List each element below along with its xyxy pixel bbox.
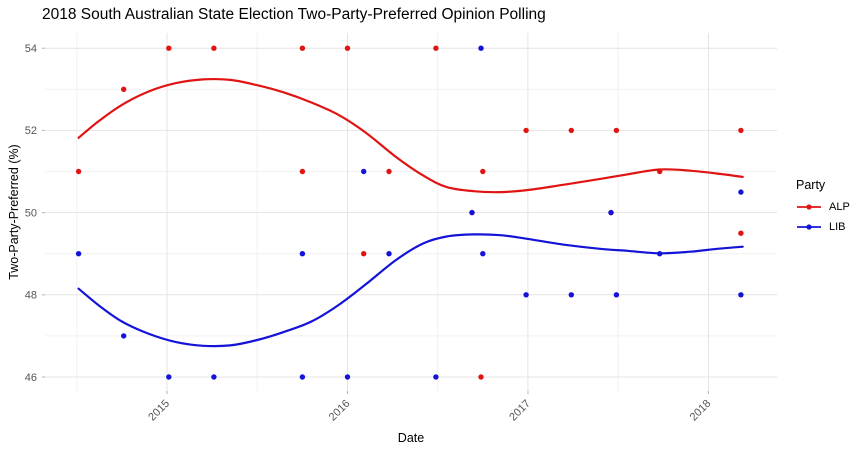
legend-label-lib: LIB <box>829 221 846 233</box>
lib-point <box>469 209 475 216</box>
legend-title: Party <box>796 178 826 192</box>
alp-point <box>568 127 574 134</box>
alp-point <box>386 168 392 175</box>
y-tick-label: 48 <box>25 290 37 302</box>
alp-point <box>523 127 529 134</box>
alp-trend-line <box>77 77 744 194</box>
lib-point <box>75 251 82 257</box>
lib-point <box>211 374 217 380</box>
x-tick-label: 2017 <box>507 398 533 424</box>
alp-point <box>344 45 351 51</box>
y-tick-label: 52 <box>25 125 37 137</box>
lib-point <box>386 251 392 257</box>
lib-point <box>568 292 574 298</box>
legend-entry-alp: ALP <box>796 201 850 213</box>
lib-point <box>478 45 484 51</box>
lib-legend-key-icon <box>797 224 821 230</box>
alp-point <box>211 45 217 51</box>
legend-label-alp: ALP <box>829 201 850 213</box>
legend: Party ALP LIB <box>796 178 850 233</box>
lib-point <box>361 168 367 175</box>
lib-point <box>433 374 439 380</box>
x-tick-label: 2015 <box>146 398 172 424</box>
alp-point <box>738 127 744 134</box>
alp-point <box>433 45 439 51</box>
lib-point <box>738 189 744 195</box>
legend-entry-lib: LIB <box>796 221 850 233</box>
lib-point <box>480 251 486 257</box>
alp-point <box>299 45 306 51</box>
x-axis-title: Date <box>397 431 425 445</box>
alp-point <box>613 127 620 134</box>
y-tick-label: 46 <box>25 372 37 384</box>
lib-point <box>166 374 172 380</box>
alp-point <box>738 230 744 236</box>
chart-title: 2018 South Australian State Election Two… <box>42 6 546 23</box>
alp-point <box>480 168 486 175</box>
lib-point <box>344 374 351 380</box>
alp-point <box>361 251 367 257</box>
x-tick-label: 2018 <box>688 398 714 424</box>
lib-point <box>121 333 127 339</box>
y-tick-label: 50 <box>25 207 37 219</box>
alp-point <box>657 168 663 175</box>
y-axis-title: Two-Party-Preferred (%) <box>7 144 21 280</box>
alp-point <box>299 168 306 175</box>
lib-point <box>613 292 620 298</box>
y-tick-label: 54 <box>25 43 37 55</box>
alp-point <box>478 374 484 380</box>
lib-point <box>523 292 529 298</box>
lib-point <box>657 251 663 257</box>
alp-legend-key-icon <box>797 204 821 210</box>
alp-point <box>75 168 82 175</box>
lib-point <box>299 251 306 257</box>
alp-point <box>166 45 172 51</box>
lib-point <box>299 374 306 380</box>
lib-point <box>738 292 744 298</box>
alp-point <box>121 86 127 93</box>
lib-point <box>608 209 614 216</box>
x-tick-label: 2016 <box>327 398 353 424</box>
lib-trend-line <box>77 233 744 348</box>
